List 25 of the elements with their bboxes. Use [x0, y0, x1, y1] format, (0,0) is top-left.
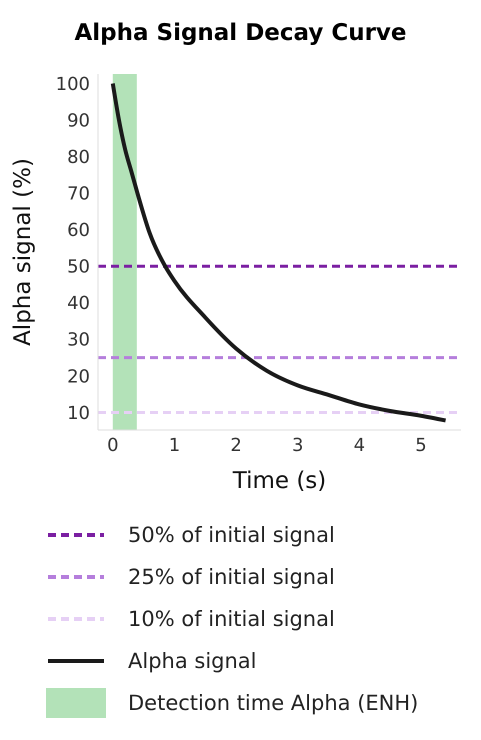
y-tick-label: 30 — [67, 330, 90, 351]
x-tick-label: 3 — [292, 434, 304, 456]
y-tick-label: 50 — [67, 256, 90, 278]
legend-label: Alpha signal — [128, 649, 257, 673]
legend-label: Detection time Alpha (ENH) — [128, 691, 418, 715]
y-tick-label: 80 — [67, 146, 90, 168]
y-axis-title: Alpha signal (%) — [10, 158, 36, 346]
y-tick-label: 100 — [56, 74, 90, 95]
legend-label: 10% of initial signal — [128, 607, 335, 631]
y-tick-label: 20 — [67, 366, 90, 388]
x-axis-title: Time (s) — [232, 468, 326, 494]
line-series — [110, 82, 448, 422]
y-tick-label: 10 — [67, 402, 90, 424]
legend-label: 50% of initial signal — [128, 523, 335, 547]
x-tick-label: 4 — [354, 434, 366, 456]
y-tick-label: 90 — [67, 110, 90, 132]
x-tick-label: 2 — [230, 434, 242, 456]
legend-label: 25% of initial signal — [128, 565, 335, 589]
y-tick-label: 60 — [67, 220, 90, 242]
chart-title: Alpha Signal Decay Curve — [73, 19, 408, 48]
y-tick-label: 70 — [67, 184, 90, 205]
x-tick-label: 1 — [168, 434, 180, 456]
x-tick-label: 0 — [107, 434, 119, 456]
x-tick-label: 5 — [415, 434, 427, 456]
y-tick-label: 40 — [67, 293, 90, 314]
